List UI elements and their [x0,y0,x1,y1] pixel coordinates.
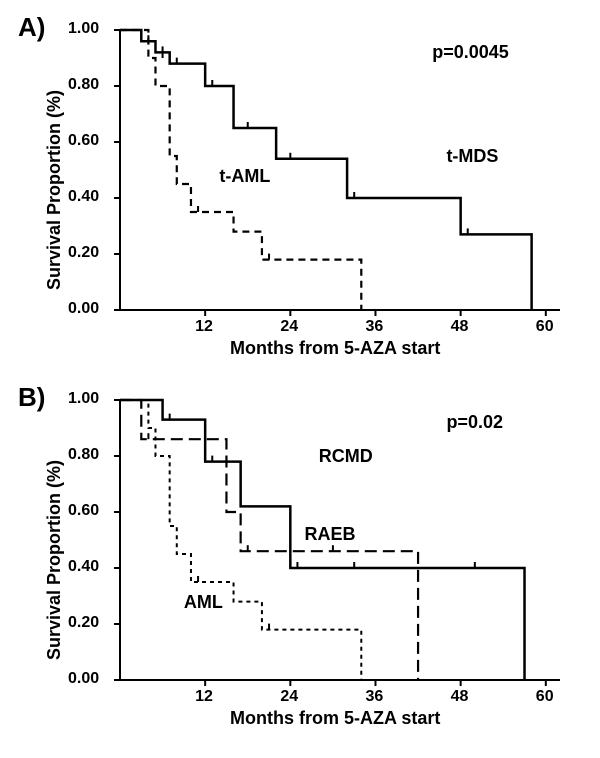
ytick-label: 0.80 [68,76,99,94]
km-figure: A) Survival Proportion (%) Months from 5… [0,0,600,758]
ytick-label: 1.00 [68,390,99,408]
xtick-label: 48 [451,688,469,706]
xtick-label: 24 [280,688,298,706]
ytick-label: 0.60 [68,502,99,520]
panel-a-xlabel: Months from 5-AZA start [230,338,440,359]
panel-a-plot [120,30,560,310]
xtick-label: 60 [536,688,554,706]
xtick-label: 60 [536,318,554,336]
panel-a-ylabel: Survival Proportion (%) [44,90,65,290]
ytick-label: 0.00 [68,300,99,318]
xtick-label: 12 [195,688,213,706]
panel-b-ylabel: Survival Proportion (%) [44,460,65,660]
series-label-raeb: RAEB [305,524,356,545]
km-curve-raeb [120,400,418,680]
ytick-label: 0.20 [68,244,99,262]
panel-b-xlabel: Months from 5-AZA start [230,708,440,729]
p-value-A: p=0.0045 [432,42,509,63]
xtick-label: 12 [195,318,213,336]
ytick-label: 1.00 [68,20,99,38]
xtick-label: 24 [280,318,298,336]
series-label-aml: AML [184,592,223,613]
panel-b-label: B) [18,382,45,413]
ytick-label: 0.40 [68,188,99,206]
ytick-label: 0.20 [68,614,99,632]
p-value-B: p=0.02 [446,412,503,433]
panel-a-label: A) [18,12,45,43]
series-label-rcmd: RCMD [319,446,373,467]
ytick-label: 0.00 [68,670,99,688]
ytick-label: 0.60 [68,132,99,150]
km-curve-t-mds [120,30,532,310]
series-label-t-aml: t-AML [219,166,270,187]
xtick-label: 36 [365,688,383,706]
xtick-label: 36 [365,318,383,336]
series-label-t-mds: t-MDS [446,146,498,167]
ytick-label: 0.40 [68,558,99,576]
ytick-label: 0.80 [68,446,99,464]
xtick-label: 48 [451,318,469,336]
